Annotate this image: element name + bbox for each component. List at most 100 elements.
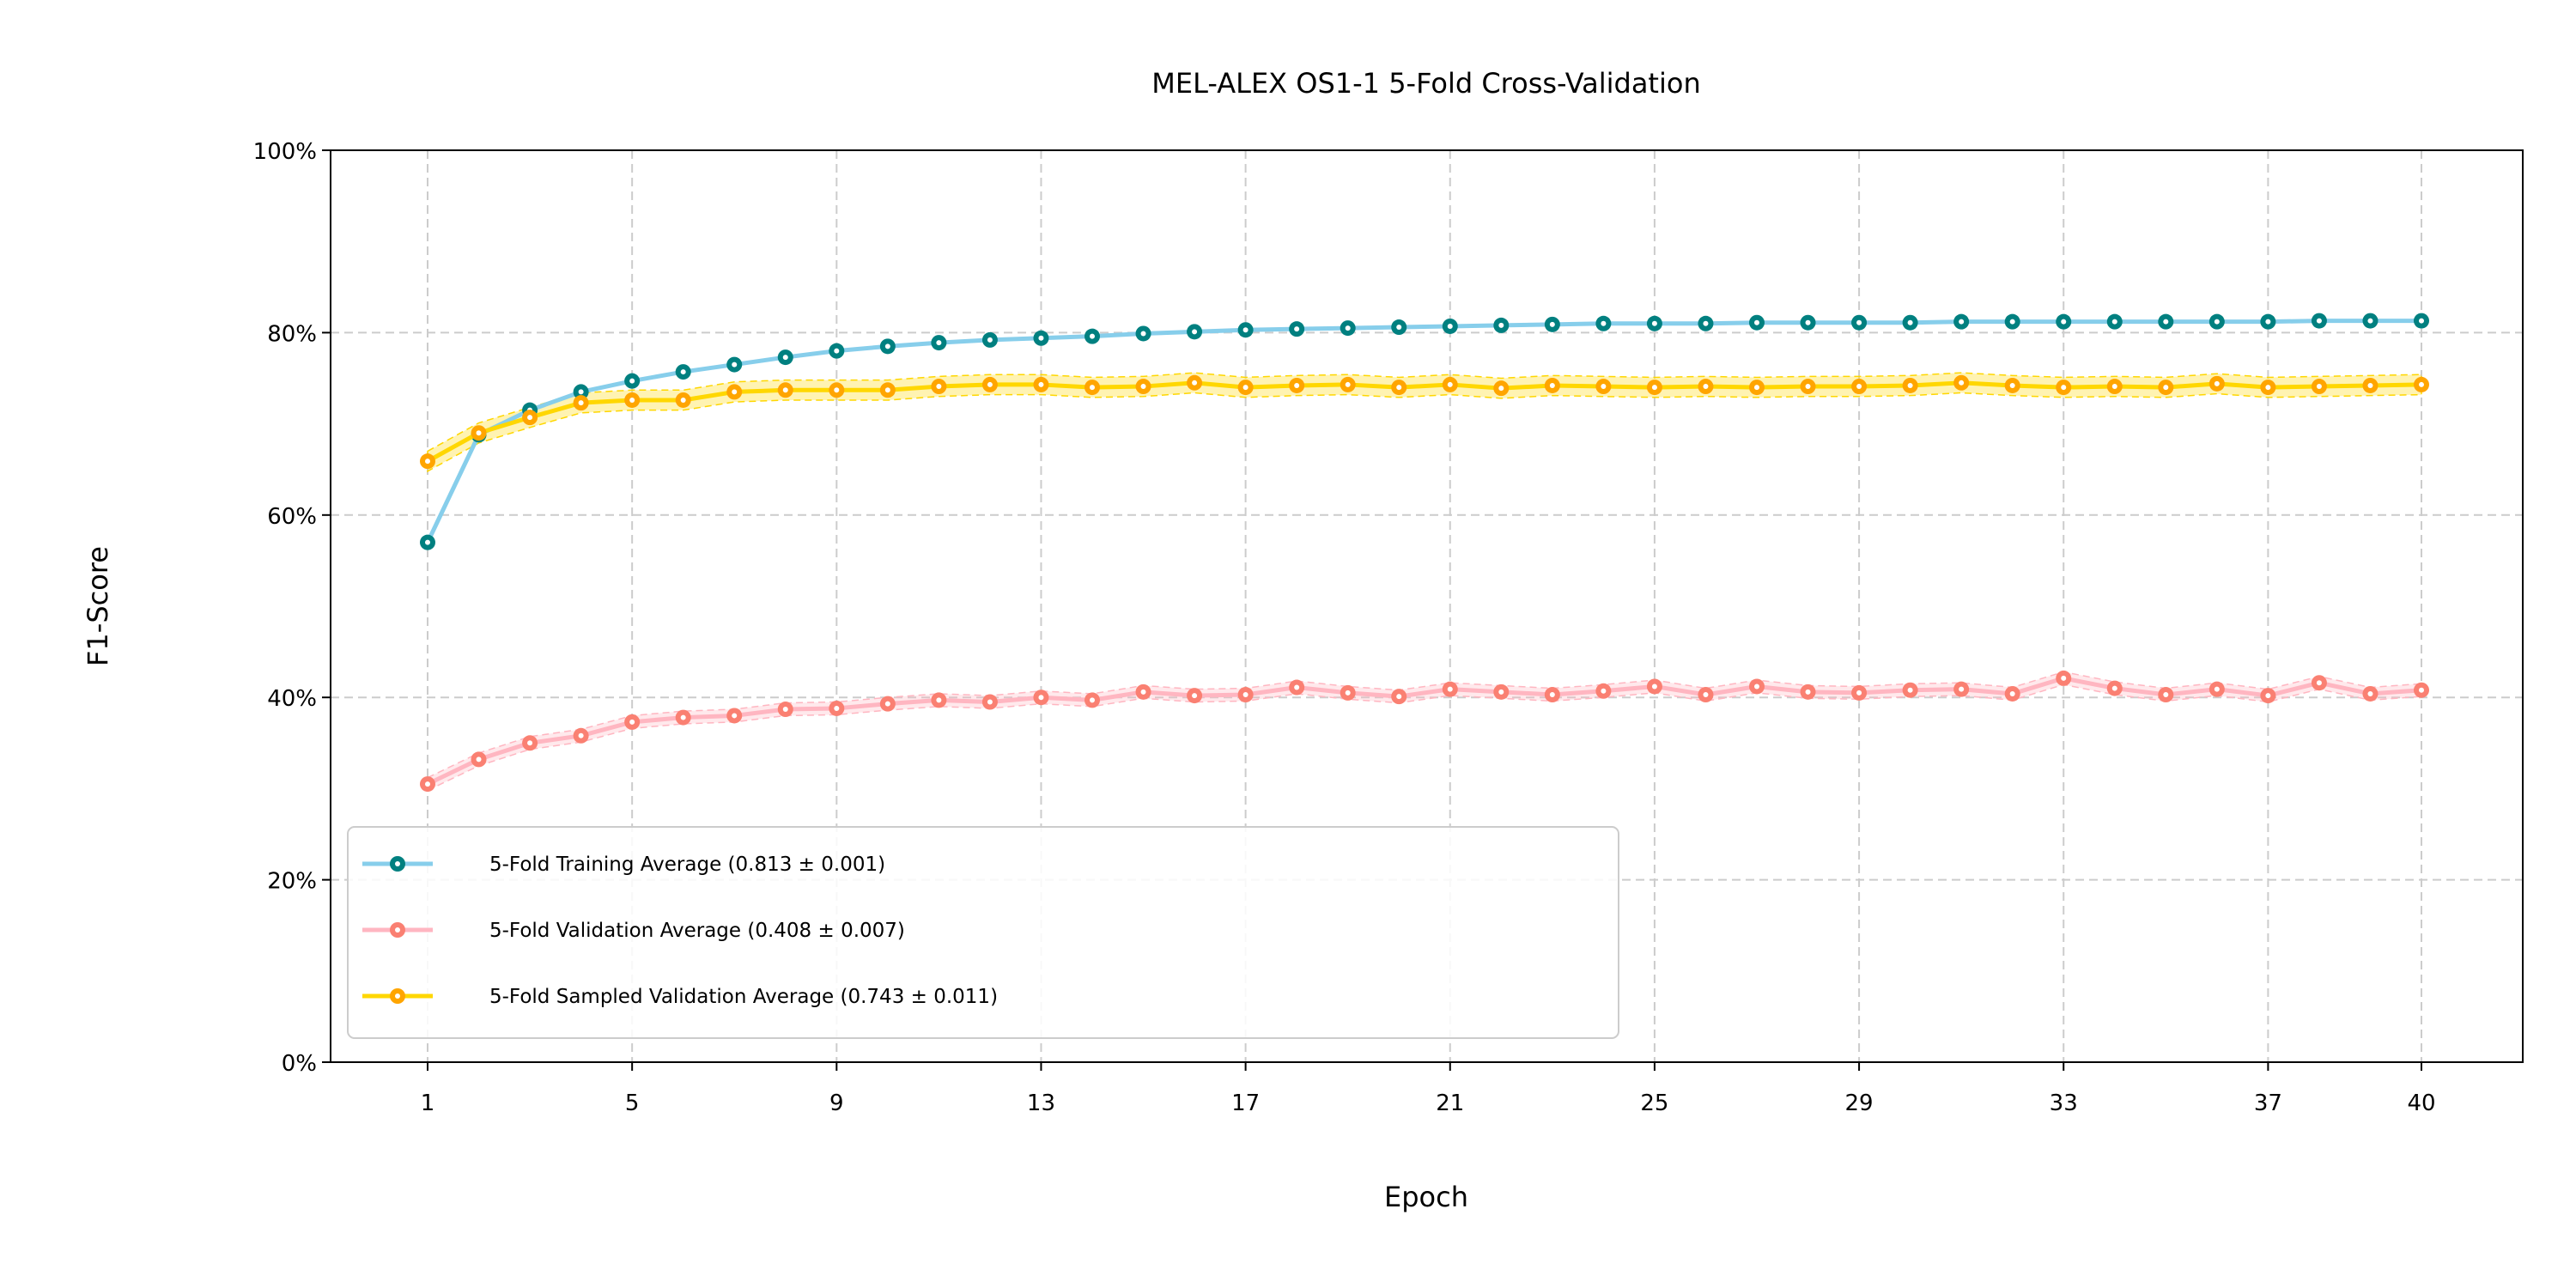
series-3-line xyxy=(426,380,2422,464)
x-tick-label: 37 xyxy=(2254,1091,2282,1116)
series-1-point-center xyxy=(1294,326,1300,332)
series-3-point-center xyxy=(2419,381,2424,387)
series-1-point-center xyxy=(2214,319,2220,325)
series-3-point-center xyxy=(1601,384,1607,390)
series-1-point-center xyxy=(2061,319,2067,325)
series-1-point-center xyxy=(2265,319,2271,325)
plot-frame xyxy=(330,149,2524,1063)
y-tick-label: 40% xyxy=(267,686,317,712)
series-2-point-center xyxy=(1703,692,1709,698)
series-3-point-center xyxy=(1038,381,1044,387)
y-tick-label: 60% xyxy=(267,504,317,530)
series-1-point-center xyxy=(987,337,993,343)
series-2-point-center xyxy=(1038,695,1044,701)
y-tick-label: 80% xyxy=(267,321,317,347)
series-1-point-center xyxy=(1396,325,1402,331)
series-3-point-center xyxy=(527,415,533,421)
series-2-point-center xyxy=(1192,693,1198,699)
series-3-point-center xyxy=(936,384,942,390)
series-1-point-center xyxy=(2111,319,2117,325)
series-1-point-center xyxy=(2316,318,2322,324)
y-tick-label: 20% xyxy=(267,869,317,895)
series-1-point-center xyxy=(1242,327,1249,333)
series-1-point-center xyxy=(782,355,788,361)
series-2-point-center xyxy=(2111,685,2117,691)
series-3-point-center xyxy=(2316,384,2322,390)
series-2-point-center xyxy=(2265,693,2271,699)
series-3-point-center xyxy=(476,430,482,436)
legend: 5-Fold Training Average (0.813 ± 0.001) 5… xyxy=(347,826,1619,1039)
series-2-point-center xyxy=(1396,694,1402,700)
series-1-point-center xyxy=(1192,329,1198,335)
series-1-point-center xyxy=(1140,331,1146,337)
series-1-point-center xyxy=(1856,319,1862,325)
series-2-point-center xyxy=(1651,683,1657,690)
series-3-point-center xyxy=(1447,381,1453,387)
chart-title: MEL-ALEX OS1-1 5-Fold Cross-Validation xyxy=(1151,67,1700,100)
x-tick-label: 33 xyxy=(2050,1091,2078,1116)
series-3-point-center xyxy=(1754,385,1759,391)
series-3-point-center xyxy=(782,387,788,393)
series-2-point-center xyxy=(1090,697,1095,703)
series-2-point-center xyxy=(732,713,738,719)
series-3-point-center xyxy=(2061,385,2067,391)
x-tick-label: 29 xyxy=(1845,1091,1874,1116)
series-2-point-center xyxy=(884,701,890,707)
axis-ticks: 1 5 9 13 17 21 25 29 33 37 40 0% 20% 40% 60% 80% 100% xyxy=(253,139,2436,1116)
series-3-point-center xyxy=(1498,386,1504,392)
series-1-point-center xyxy=(1959,319,1965,325)
series-2-point-center xyxy=(578,732,584,738)
series-2-point-center xyxy=(1856,690,1862,696)
series-1-point-center xyxy=(1038,335,1044,341)
series-1-point-center xyxy=(1805,319,1811,325)
series-2-point-center xyxy=(987,699,993,705)
series-2-point-center xyxy=(2214,686,2220,692)
series-1-point-center xyxy=(2163,319,2169,325)
legend-swatch-marker-center xyxy=(395,861,400,866)
y-tick-label: 100% xyxy=(253,139,317,165)
series-3-point-center xyxy=(987,381,993,387)
series-group xyxy=(420,313,2429,793)
x-tick-label: 1 xyxy=(421,1091,435,1116)
series-2-point-center xyxy=(1549,692,1555,698)
x-tick-label: 25 xyxy=(1640,1091,1668,1116)
series-2-point-center xyxy=(1345,690,1351,696)
legend-box xyxy=(347,826,1619,1039)
series-3-point-center xyxy=(1805,384,1811,390)
series-3-point-center xyxy=(680,397,686,403)
series-2-point-center xyxy=(1805,689,1811,695)
series-2-point-center xyxy=(834,705,840,711)
series-2-point-center xyxy=(2163,692,2169,698)
y-axis-label: F1-Score xyxy=(82,546,114,666)
series-3-point-center xyxy=(1090,385,1095,391)
series-3-point-center xyxy=(1345,381,1351,387)
series-2-point-center xyxy=(2009,690,2015,696)
series-1-point-center xyxy=(884,343,890,349)
series-3-point-center xyxy=(2214,380,2220,386)
series-1-point-center xyxy=(2419,318,2424,324)
series-2-point-center xyxy=(782,707,788,713)
series-2-point-center xyxy=(425,781,430,787)
series-2-point-center xyxy=(2419,687,2424,693)
series-3-point-center xyxy=(2009,382,2015,388)
x-tick-label: 40 xyxy=(2407,1091,2435,1116)
series-3-point-center xyxy=(1549,382,1555,388)
series-1-point-center xyxy=(1447,323,1453,329)
series-1-line xyxy=(425,319,2421,544)
series-2-line xyxy=(426,676,2422,787)
x-tick-label: 21 xyxy=(1436,1091,1464,1116)
series-3-point-center xyxy=(732,389,738,395)
series-3-point-center xyxy=(2111,384,2117,390)
series-3-point-center xyxy=(1907,382,1913,388)
series-2-point-center xyxy=(1907,687,1913,693)
series-2-point-center xyxy=(1242,692,1249,698)
series-3-point-center xyxy=(884,387,890,393)
series-1-point-center xyxy=(936,340,942,346)
series-3-point-center xyxy=(629,397,635,403)
series-2-point-center xyxy=(936,697,942,703)
series-2-point-center xyxy=(1754,683,1759,690)
series-2-point-center xyxy=(1140,689,1146,695)
series-1-point-center xyxy=(680,369,686,375)
